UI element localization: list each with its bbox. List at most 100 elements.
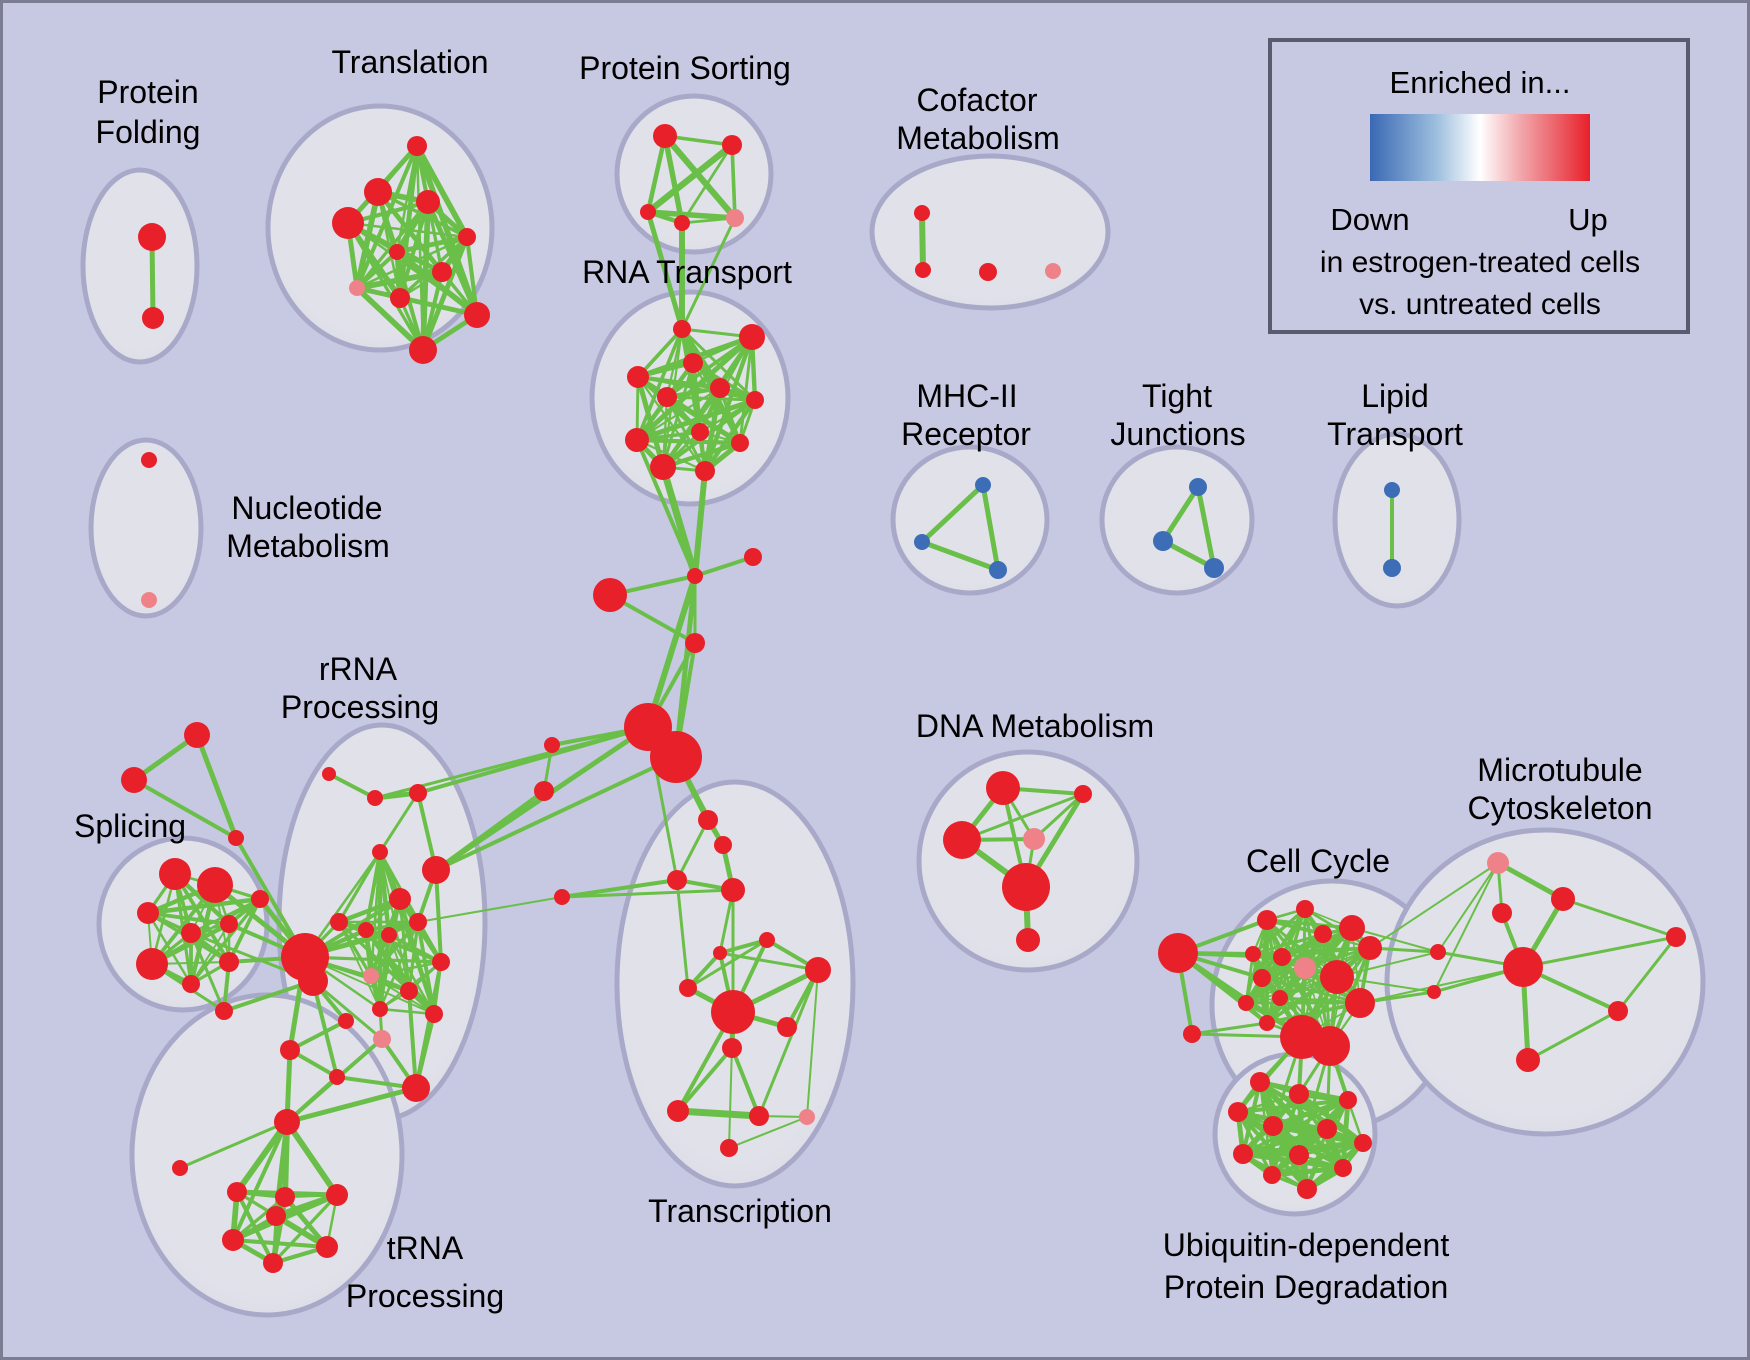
tight_junctions-node-0-blue: [1189, 478, 1207, 496]
cell_cycle-edge: [1245, 967, 1306, 1004]
translation-label-line-1: Translation: [331, 44, 488, 80]
transcription-node-7-red: [679, 979, 697, 997]
connectors-edge: [645, 575, 698, 728]
protein_sorting-edge: [645, 135, 668, 213]
rrna_processing-edge: [289, 1019, 347, 1052]
cofactor_metabolism-node-0-red: [914, 205, 930, 221]
rrna_processing-edge: [312, 979, 383, 1041]
connectors-node-1-red: [121, 767, 147, 793]
connectors-to-rrna_processing-edge: [435, 755, 677, 872]
rna_transport-node-8-red: [691, 423, 709, 441]
cell_cycle-node-5-red: [1314, 925, 1332, 943]
lipid_transport-label-line-2: Transport: [1327, 416, 1463, 452]
dna_metabolism-edge: [1032, 792, 1085, 841]
mhc_ii_receptor-ellipse: [890, 444, 1050, 596]
legend-up-label: Up: [1568, 202, 1608, 237]
splicing-edge: [147, 896, 261, 916]
translation-edge: [355, 250, 399, 290]
cofactor_metabolism-ellipse: [869, 153, 1111, 311]
transcription-node-6-red: [805, 957, 831, 983]
rna_transport-edge: [636, 397, 756, 443]
legend-title: Enriched in...: [1390, 65, 1571, 100]
protein_folding-node-0-red: [138, 223, 166, 251]
rna_transport-edge: [666, 395, 756, 402]
transcription-node-1-red: [714, 836, 732, 854]
dna_metabolism-node-4-red: [1002, 863, 1050, 911]
rrna_processing-node-6-red: [330, 913, 348, 931]
splicing-node-5-red: [251, 890, 269, 908]
dna_metabolism-node-2-red: [943, 821, 981, 859]
trna_processing-node-8-red: [263, 1253, 283, 1273]
protein_folding-node-1-red: [142, 307, 164, 329]
connectors-edge: [133, 778, 237, 840]
connectors-node-5-red: [744, 548, 762, 566]
microtubule_cytoskeleton-node-1-red: [1551, 887, 1575, 911]
protein_sorting-node-4-pink: [726, 209, 744, 227]
trna_processing-node-0-red: [274, 1109, 300, 1135]
connectors-node-2-red: [228, 830, 244, 846]
tight_junctions-label-line-2: Junctions: [1110, 416, 1245, 452]
ubiquitin_degradation-node-10-red: [1263, 1166, 1281, 1184]
nucleotide_metabolism-ellipse: [88, 437, 204, 619]
dna_metabolism-edge: [961, 792, 1084, 842]
microtubule_cytoskeleton-edge: [1527, 1009, 1619, 1062]
trna_processing-node-5-red: [222, 1229, 244, 1251]
rrna_processing-edge: [328, 772, 376, 800]
transcription-node-3-red: [721, 878, 745, 902]
protein_sorting-label-line-1: Protein Sorting: [579, 50, 791, 86]
ubiquitin_degradation-node-2-red: [1339, 1091, 1357, 1109]
transcription-node-12-red: [749, 1106, 769, 1126]
splicing-label-line-1: Splicing: [74, 808, 186, 844]
ubiquitin_degradation-label-line-1: Ubiquitin-dependent: [1163, 1227, 1450, 1263]
cell_cycle-to-microtubule_cytoskeleton-edge: [1359, 966, 1524, 1004]
nucleotide_metabolism-node-0-red: [141, 452, 157, 468]
cell_cycle-edge: [1304, 907, 1371, 950]
transcription-edge: [719, 951, 819, 972]
protein_sorting-node-1-red: [722, 135, 742, 155]
microtubule_cytoskeleton-node-5-red: [1516, 1048, 1540, 1072]
translation-node-6-red: [432, 262, 452, 282]
microtubule_cytoskeleton-label-line-1: Microtubule: [1477, 752, 1642, 788]
trna_processing-label-line-2: Processing: [346, 1278, 504, 1314]
trna_processing-edge: [179, 1120, 288, 1170]
microtubule_cytoskeleton-node-0-pink: [1487, 852, 1509, 874]
rna_transport-to-connectors-edge: [659, 466, 699, 577]
cofactor_metabolism-node-2-red: [979, 263, 997, 281]
protein_sorting-edge: [647, 209, 736, 221]
rrna_processing-node-5-red: [422, 856, 450, 884]
microtubule_cytoskeleton-edge: [1433, 862, 1499, 993]
microtubule_cytoskeleton-edge: [1522, 935, 1677, 969]
rna_transport-node-9-red: [731, 434, 749, 452]
ubiquitin_degradation-edge: [1271, 1165, 1344, 1178]
protein_sorting-to-rna_transport-edge: [645, 211, 685, 330]
protein_sorting-to-rna_transport-edge: [680, 217, 737, 330]
rrna_processing-node-19-red: [402, 1074, 430, 1102]
lipid_transport-ellipse: [1332, 431, 1462, 609]
rna_transport-to-connectors-edge: [692, 470, 708, 577]
translation-edge: [396, 234, 468, 255]
transcription-edge: [676, 1046, 734, 1113]
rrna_processing-edge: [398, 898, 436, 1015]
ubiquitin_degradation-node-5-red: [1317, 1119, 1337, 1139]
cell_cycle-to-microtubule_cytoskeleton-edge: [1351, 927, 1439, 953]
cell_cycle-node-0-red: [1158, 933, 1198, 973]
rrna_processing-edge: [311, 980, 339, 1078]
rrna_processing-node-16-pink: [373, 1030, 391, 1048]
transcription-edge: [687, 938, 768, 990]
cell_cycle-edge: [1191, 1021, 1268, 1036]
connectors-node-7-red: [544, 737, 560, 753]
rna_transport-node-10-red: [650, 454, 676, 480]
trna_processing-edge: [232, 1237, 328, 1250]
microtubule_cytoskeleton-node-8-red: [1666, 927, 1686, 947]
protein_folding-label-line-2: Folding: [96, 114, 201, 150]
rrna_processing-edge: [434, 869, 443, 963]
rrna_processing-edge: [378, 792, 420, 853]
rrna_processing-node-8-red: [381, 927, 397, 943]
cell_cycle-node-17-red: [1310, 1026, 1350, 1066]
rna_transport-node-0-red: [673, 320, 691, 338]
legend-caption-line-1: in estrogen-treated cells: [1320, 246, 1640, 279]
tight_junctions-node-1-blue: [1153, 531, 1173, 551]
mhc_ii_receptor-edge: [921, 539, 999, 573]
